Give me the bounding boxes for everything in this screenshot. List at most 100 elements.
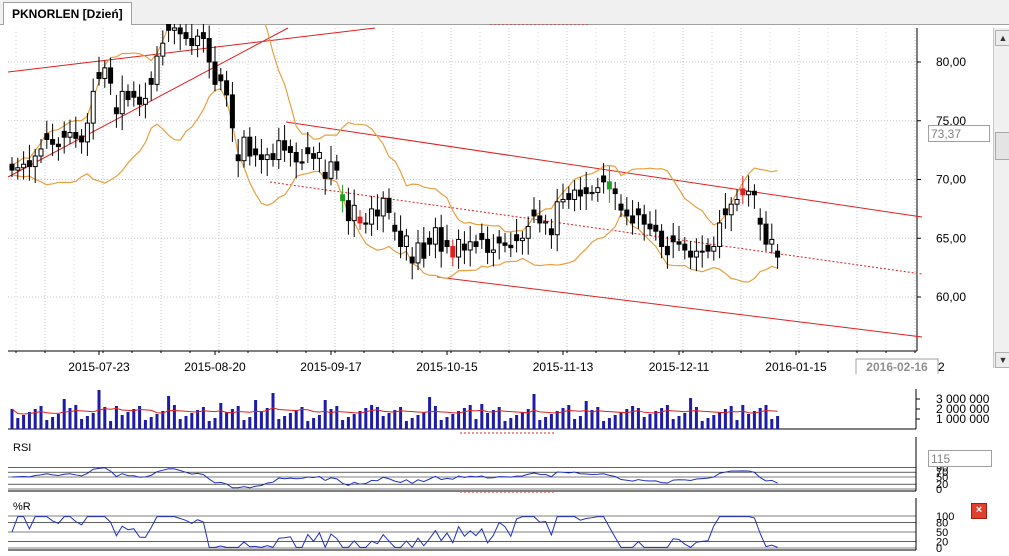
candle-body xyxy=(630,215,636,224)
volume-bar xyxy=(723,409,727,429)
volume-bar xyxy=(451,414,455,429)
candle-body xyxy=(102,67,108,79)
volume-bar xyxy=(300,407,304,429)
volume-bar xyxy=(375,407,379,429)
volume-bar xyxy=(689,398,693,429)
candle-body xyxy=(229,94,235,129)
date-tick-label: 2015-08-20 xyxy=(184,360,246,374)
candle-body xyxy=(769,238,775,245)
volume-bar xyxy=(428,397,432,429)
rsi-line xyxy=(11,467,778,489)
candle-body xyxy=(166,24,172,31)
volume-bar xyxy=(619,412,623,429)
volume-bar xyxy=(370,405,374,429)
candle-body xyxy=(403,235,409,247)
candle-body xyxy=(293,151,299,163)
volume-bar xyxy=(584,401,588,429)
scroll-down-icon[interactable]: ▼ xyxy=(995,352,1009,368)
volume-bar xyxy=(573,419,577,429)
volume-bar xyxy=(74,405,78,429)
volume-bar xyxy=(27,412,31,429)
volume-bar xyxy=(306,421,310,429)
volume-bar xyxy=(143,420,147,429)
candle-body xyxy=(438,227,444,252)
volume-bar xyxy=(10,409,14,429)
close-icon[interactable]: × xyxy=(971,503,987,519)
volume-bar xyxy=(567,405,571,429)
volume-bar xyxy=(439,420,443,429)
volume-bar xyxy=(526,409,530,429)
volume-bar xyxy=(201,407,205,429)
willr-tick-label: 80 xyxy=(936,517,948,529)
volume-bar xyxy=(706,418,710,429)
candle-body xyxy=(305,147,311,155)
volume-bar xyxy=(213,418,217,429)
volume-bar xyxy=(561,408,565,429)
tab-pknorlen[interactable]: PKNORLEN [Dzień] xyxy=(3,2,132,25)
volume-bar xyxy=(457,411,461,429)
volume-bar xyxy=(91,413,95,429)
volume-bar xyxy=(776,416,780,429)
candle-body xyxy=(490,249,496,253)
candle-body xyxy=(751,190,757,196)
volume-bar xyxy=(161,411,165,429)
volume-bar xyxy=(602,421,606,429)
volume-bar xyxy=(486,413,490,429)
candle-body xyxy=(409,256,415,264)
candle-body xyxy=(235,154,241,162)
candle-body xyxy=(693,250,699,258)
rsi-background xyxy=(8,437,916,491)
candle-body xyxy=(473,241,479,247)
candle-body xyxy=(525,226,531,239)
volume-bar xyxy=(735,420,739,429)
willr-tick-label: 0 xyxy=(936,543,942,555)
candle-body xyxy=(688,250,694,258)
candle-body xyxy=(467,241,473,251)
candle-body xyxy=(224,80,230,96)
willr-line xyxy=(11,516,778,549)
candle-body xyxy=(641,214,647,225)
candle-body xyxy=(299,161,305,164)
volume-bar xyxy=(56,414,60,429)
candle-body xyxy=(583,187,589,195)
candle-body xyxy=(73,132,79,139)
scroll-thumb[interactable] xyxy=(995,132,1009,160)
candle-body xyxy=(50,139,56,145)
candle-body xyxy=(624,209,630,217)
candle-body xyxy=(90,90,96,124)
volume-tick-label: 1 000 000 xyxy=(936,412,990,426)
candle-body xyxy=(264,154,270,161)
volume-bar xyxy=(636,408,640,429)
volume-bar xyxy=(509,418,513,429)
channel-lower xyxy=(436,276,923,338)
bollinger-upper xyxy=(11,24,778,233)
candle-body xyxy=(531,209,537,217)
scroll-up-icon[interactable]: ▲ xyxy=(995,30,1009,46)
volume-bar xyxy=(555,411,559,429)
candle-body xyxy=(270,153,276,161)
candle-body xyxy=(67,132,73,138)
rsi-value-box: 115 xyxy=(928,450,992,467)
volume-bar xyxy=(631,406,635,429)
candle-body xyxy=(282,140,288,151)
volume-bar xyxy=(752,411,756,429)
candle-body xyxy=(21,163,27,169)
vertical-scrollbar[interactable]: ▲ ▼ xyxy=(993,28,1009,368)
candle-body xyxy=(79,135,85,143)
candle-body xyxy=(316,151,322,159)
volume-bar xyxy=(190,413,194,429)
willr-title: %R xyxy=(13,501,31,513)
candle-body xyxy=(357,216,363,224)
candle-body xyxy=(61,130,67,138)
volume-bar xyxy=(51,417,55,429)
date-trailing-label: 2 xyxy=(938,360,945,374)
candle-body xyxy=(740,188,746,196)
volume-bar xyxy=(80,419,84,429)
candle-body xyxy=(554,201,560,236)
candles xyxy=(9,24,781,280)
candle-body xyxy=(659,230,665,247)
